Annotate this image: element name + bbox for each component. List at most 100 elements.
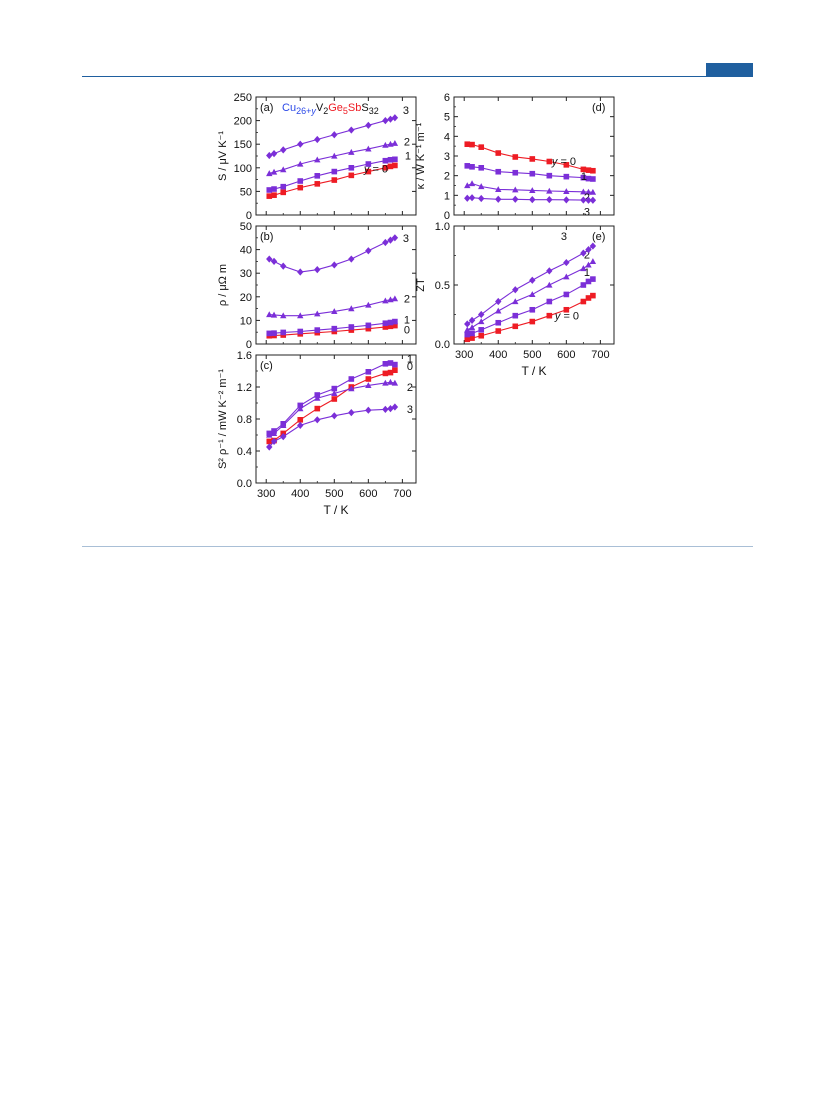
data-point-d-3-9: [585, 196, 592, 204]
data-point-a-yeq0-6: [348, 172, 355, 179]
data-point-c-3-0: [266, 443, 273, 451]
footer-rule: [82, 546, 753, 547]
data-point-d-yeq0-2: [478, 144, 485, 150]
series-a-3: 3: [266, 105, 409, 160]
data-point-d-1-4: [512, 169, 519, 176]
series-label-d-2: 2: [584, 192, 590, 204]
title-ge-sub: 5: [343, 106, 348, 116]
series-label-b-3: 3: [403, 233, 409, 245]
ytick-label-e-1: 0.5: [435, 280, 450, 292]
data-point-a-3-1: [270, 150, 278, 158]
xlabel-e: T / K: [521, 364, 546, 378]
data-point-b-1-8: [382, 320, 389, 327]
data-point-e-yeq0-3: [495, 328, 502, 334]
series-e-1: 1: [464, 267, 596, 338]
data-point-b-2-1: [270, 311, 278, 318]
data-point-a-yeq0-1: [271, 192, 277, 198]
xlabel-c: T / K: [323, 503, 348, 517]
panel-d: 0 1 2 3 4 5 6 κ / W K⁻¹ m⁻¹ (d) y = 0 1 2 3: [415, 92, 615, 222]
data-point-e-yeq0-0: [464, 336, 471, 343]
data-point-c-2-0: [266, 431, 273, 438]
data-point-a-2-8: [382, 141, 389, 148]
data-point-c-2-5: [331, 390, 338, 396]
panel-a: 0 50 100 150 200 250 S / μV K⁻¹ (a) y = 0 1 2 3: [217, 92, 417, 222]
data-point-b-1-6: [348, 324, 355, 330]
data-point-a-yeq0-4: [314, 181, 321, 187]
series-label-b-2: 2: [404, 294, 410, 306]
data-point-d-1-5: [529, 170, 536, 177]
data-point-d-yeq0-9: [585, 167, 592, 173]
panel-label-d: (d): [592, 102, 605, 114]
title-v: V: [316, 102, 324, 114]
ytick-label-a-2: 100: [234, 163, 252, 175]
data-point-d-2-4: [512, 186, 519, 193]
data-point-b-1-5: [331, 325, 338, 332]
data-point-e-2-0: [464, 326, 471, 333]
data-point-b-0-6: [348, 327, 355, 333]
data-point-c-1-9: [387, 360, 394, 366]
data-point-a-1-5: [331, 168, 338, 175]
data-point-a-1-1: [271, 186, 277, 192]
data-point-d-yeq0-1: [469, 141, 475, 148]
series-label-d-yeq0: y = 0: [551, 156, 576, 168]
series-a-1: 1: [266, 150, 411, 193]
data-point-d-3-1: [468, 194, 476, 202]
data-point-b-1-3: [297, 328, 304, 335]
ytick-label-a-0: 0: [246, 210, 252, 222]
data-point-d-yeq0-4: [512, 154, 519, 160]
ytick-label-a-4: 200: [234, 116, 252, 128]
data-point-c-2-1: [270, 430, 278, 436]
data-point-c-2-9: [387, 378, 394, 385]
data-point-d-3-6: [546, 196, 553, 204]
ylabel-c: S² ρ⁻¹ / mW K⁻² m⁻¹: [217, 369, 229, 469]
data-point-e-yeq0-7: [563, 306, 570, 313]
data-point-a-1-0: [266, 187, 273, 193]
data-point-e-2-5: [529, 291, 536, 298]
data-point-b-2-3: [297, 312, 304, 319]
data-point-b-3-5: [331, 261, 338, 269]
series-line-a-3: [269, 117, 396, 157]
series-e-yeq0: y = 0: [464, 292, 596, 343]
data-point-e-1-1: [469, 330, 475, 337]
data-point-e-1-7: [563, 291, 570, 298]
xtick-label-e-4: 700: [591, 349, 609, 361]
data-point-b-2-10: [391, 295, 399, 302]
data-point-a-yeq0-5: [331, 177, 338, 183]
series-label-a-2: 2: [404, 136, 410, 148]
data-point-a-2-2: [280, 166, 287, 173]
data-point-d-3-8: [580, 196, 587, 204]
series-label-c-2: 2: [407, 382, 413, 394]
series-label-d-3: 3: [584, 206, 590, 218]
header-rule: [82, 76, 753, 77]
data-point-e-2-1: [468, 324, 476, 331]
data-point-c-3-9: [387, 405, 394, 413]
data-point-e-1-3: [495, 319, 502, 326]
data-point-a-yeq0-9: [387, 163, 394, 170]
series-label-c-3: 3: [407, 404, 413, 416]
data-point-e-yeq0-6: [546, 312, 553, 319]
series-label-e-3: 3: [561, 231, 567, 243]
data-point-e-yeq0-10: [590, 292, 596, 299]
data-point-a-3-10: [391, 114, 399, 122]
data-point-e-3-4: [512, 286, 519, 294]
data-point-e-2-2: [478, 318, 485, 325]
title-cu-sub: 26+: [296, 106, 311, 116]
data-point-c-3-10: [391, 403, 399, 411]
ytick-label-b-1: 10: [240, 315, 252, 327]
data-point-d-yeq0-0: [464, 141, 471, 147]
data-point-c-1-10: [392, 361, 398, 368]
data-point-a-1-8: [382, 157, 389, 164]
data-point-c-3-2: [280, 433, 287, 441]
data-point-d-yeq0-7: [563, 162, 570, 168]
xtick-label-c-4: 700: [393, 488, 411, 500]
data-point-b-0-7: [365, 325, 372, 332]
title-ge: Ge: [328, 102, 343, 114]
series-label-c-0: 0: [407, 361, 413, 373]
data-point-a-1-9: [387, 156, 394, 163]
data-point-a-3-8: [382, 117, 389, 125]
data-point-e-1-10: [590, 276, 596, 282]
data-point-a-yeq0-2: [280, 189, 287, 196]
ytick-label-d-3: 3: [444, 151, 450, 163]
data-point-a-yeq0-8: [382, 165, 389, 171]
series-b-2: 2: [266, 294, 410, 319]
